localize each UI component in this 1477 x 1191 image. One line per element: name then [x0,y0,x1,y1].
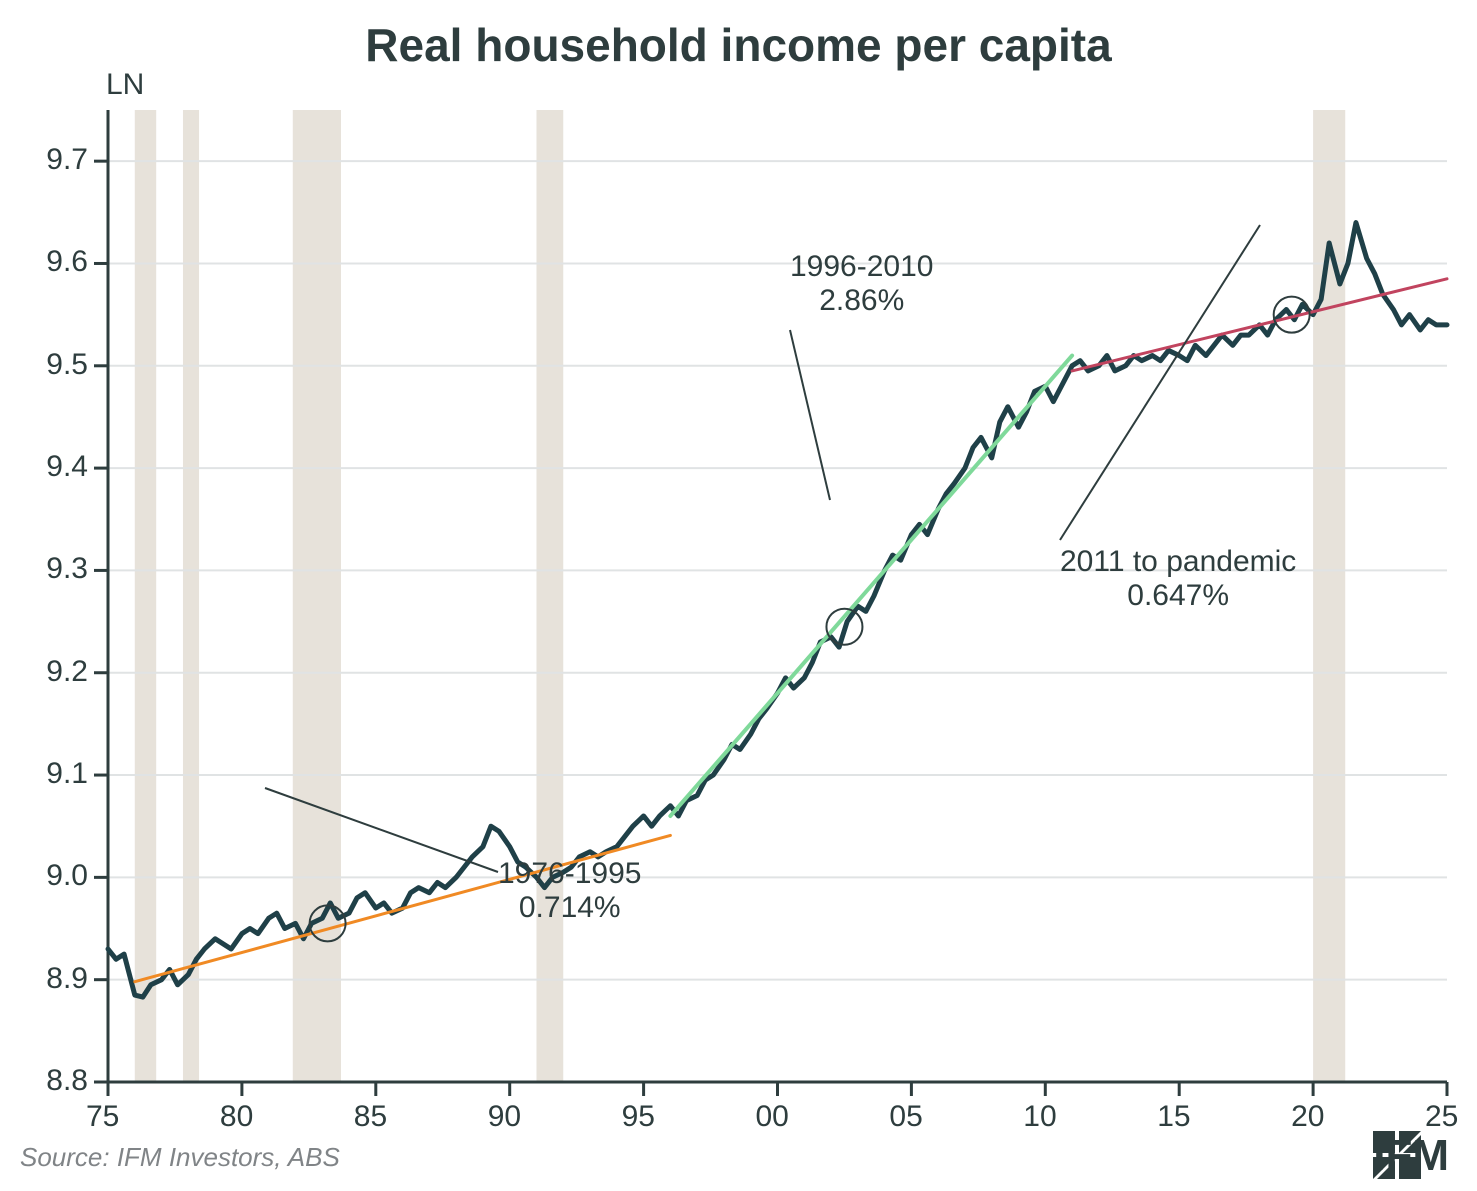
y-tick: 9.1 [46,757,88,791]
x-tick: 00 [756,1100,789,1134]
y-tick: 8.9 [46,962,88,996]
y-tick: 9.6 [46,245,88,279]
chart-container: Real household income per capita LN 7580… [0,0,1477,1191]
x-tick: 25 [1425,1100,1458,1134]
source-attribution: Source: IFM Investors, ABS [20,1142,340,1173]
y-tick: 9.7 [46,143,88,177]
ann-11-pan: 2011 to pandemic 0.647% [1060,545,1296,613]
x-tick: 10 [1023,1100,1056,1134]
x-tick: 80 [220,1100,253,1134]
x-tick: 20 [1291,1100,1324,1134]
y-tick: 9.3 [46,552,88,586]
y-tick: 9.4 [46,450,88,484]
x-tick: 05 [889,1100,922,1134]
x-tick: 15 [1157,1100,1190,1134]
ann-76-95: 1976-1995 0.714% [498,857,641,925]
x-tick: 85 [354,1100,387,1134]
y-tick: 8.8 [46,1064,88,1098]
ifm-logo-icon [1373,1131,1421,1179]
x-tick: 75 [86,1100,119,1134]
ifm-logo: IFM [1373,1131,1449,1181]
y-tick: 9.5 [46,348,88,382]
y-tick: 9.0 [46,859,88,893]
ann-96-10: 1996-2010 2.86% [790,250,933,318]
y-tick: 9.2 [46,655,88,689]
x-tick: 90 [488,1100,521,1134]
x-tick: 95 [622,1100,655,1134]
